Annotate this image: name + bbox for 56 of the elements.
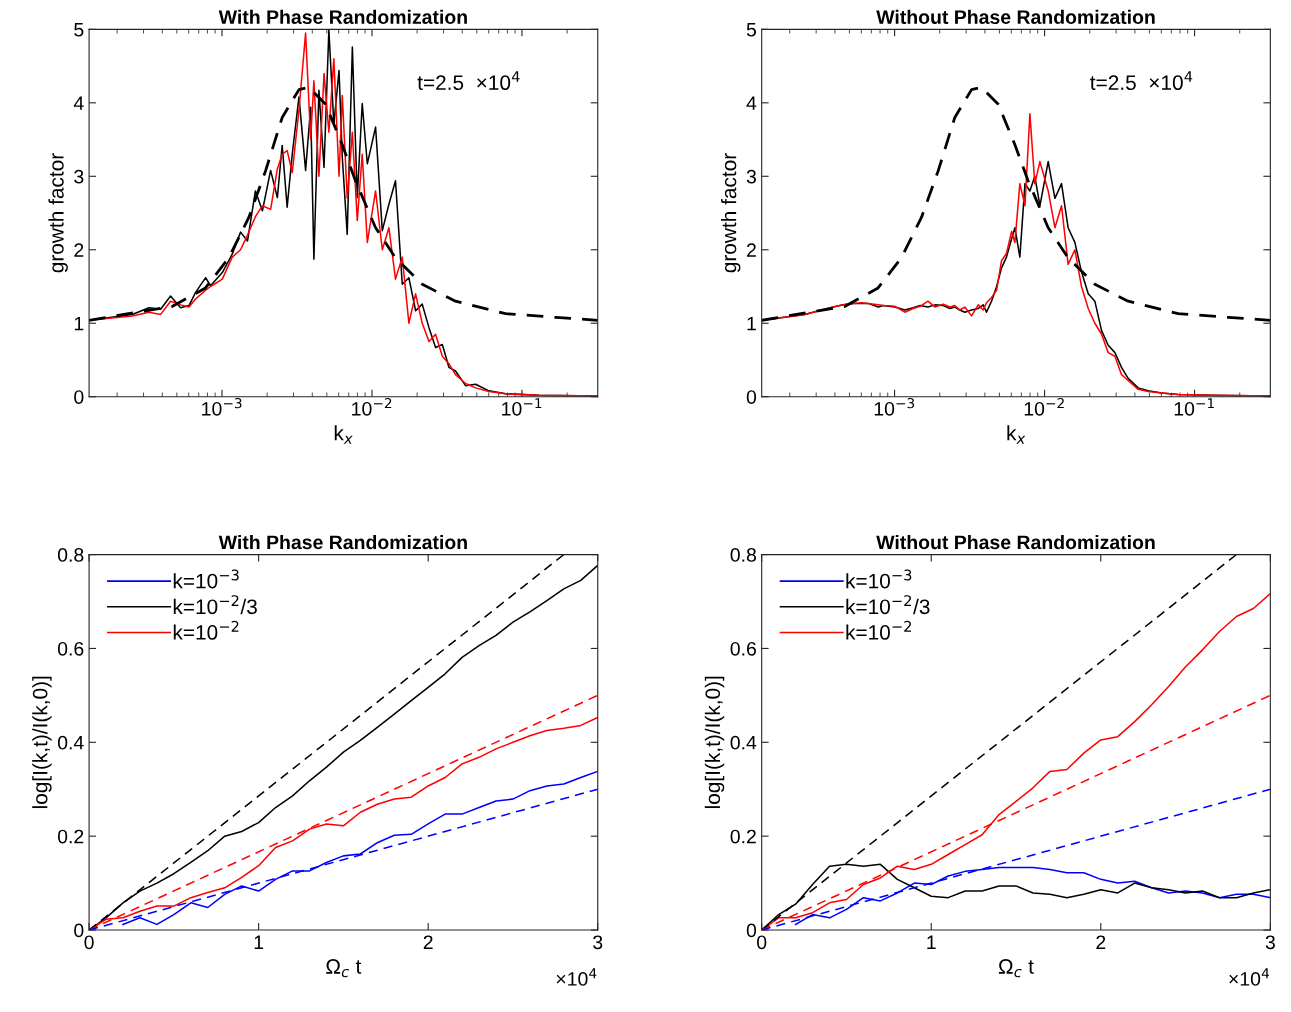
- x-axis-title: Ω$_{c}$ t: [998, 959, 1034, 978]
- annotation: t=2.5 ×10$^{4}$: [417, 71, 520, 91]
- y-tick-label: 2: [746, 243, 756, 257]
- x-tick-label: 10$^{−1}$: [502, 398, 542, 416]
- y-tick-label: 1: [747, 316, 756, 331]
- x-tick-label: 0: [84, 935, 94, 950]
- legend-label: k=10$^{−2}$: [173, 620, 239, 640]
- legend-label: k=10$^{−2}$/3: [173, 595, 257, 615]
- x-tick-label: 10$^{−2}$: [352, 397, 392, 416]
- y-tick-label: 4: [73, 96, 84, 110]
- x-tick-label: 10$^{−3}$: [874, 397, 915, 416]
- x-tick-label: 3: [593, 935, 603, 950]
- y-axis-title: growth factor: [48, 153, 68, 273]
- chart-title: With Phase Randomization: [218, 9, 467, 24]
- y-tick-label: 1: [74, 316, 84, 331]
- y-tick-label: 0: [746, 923, 757, 938]
- y-tick-label: 3: [746, 169, 756, 184]
- y-tick-label: 4: [746, 96, 757, 110]
- x-tick-label: 10$^{−3}$: [202, 397, 242, 416]
- legend-label: k=10$^{−3}$: [173, 569, 239, 589]
- x-tick-label: 3: [1265, 935, 1275, 950]
- y-tick-label: 0.8: [730, 548, 756, 562]
- y-tick-label: 0.4: [730, 735, 757, 750]
- y-tick-label: 3: [74, 169, 84, 184]
- y-tick-label: 0.2: [730, 829, 756, 844]
- x-tick-label: 10$^{−1}$: [1174, 398, 1214, 416]
- y-tick-label: 0.4: [57, 735, 84, 750]
- x-tick-label: 10$^{−2}$: [1024, 397, 1064, 416]
- x-tick-label: 2: [1096, 935, 1106, 949]
- legend-label: k=10$^{−2}$: [846, 620, 912, 640]
- x-tick-label: 2: [423, 935, 433, 949]
- text: ×10$^{4}$: [1229, 968, 1270, 986]
- chart-title: Without Phase Randomization: [876, 534, 1155, 550]
- text: ×10$^{4}$: [556, 968, 597, 986]
- y-axis-title: log[I(k,t)/I(k,0)]: [32, 676, 52, 809]
- chart-title: Without Phase Randomization: [876, 9, 1155, 24]
- annotation: t=2.5 ×10$^{4}$: [1090, 71, 1193, 91]
- x-tick-label: 1: [254, 935, 264, 949]
- chart-title: With Phase Randomization: [218, 534, 467, 550]
- y-tick-label: 0.6: [57, 641, 84, 656]
- legend-label: k=10$^{−2}$/3: [846, 595, 930, 615]
- y-tick-label: 5: [746, 23, 757, 37]
- x-tick-label: 0: [757, 935, 767, 950]
- y-tick-label: 0.8: [57, 548, 84, 562]
- y-tick-label: 2: [74, 243, 84, 257]
- y-axis-title: growth factor: [721, 153, 741, 273]
- x-axis-title: Ω$_{c}$ t: [326, 959, 362, 978]
- y-tick-label: 0: [74, 923, 84, 938]
- x-axis-title: k$_{x}$: [334, 425, 353, 444]
- y-tick-label: 0.6: [730, 641, 756, 656]
- y-tick-label: 5: [74, 23, 84, 37]
- x-axis-title: k$_{x}$: [1007, 425, 1026, 444]
- y-tick-label: 0.2: [57, 829, 84, 844]
- y-axis-title: log[I(k,t)/I(k,0)]: [704, 676, 725, 809]
- legend-label: k=10$^{−3}$: [846, 569, 912, 589]
- x-tick-label: 1: [927, 935, 936, 949]
